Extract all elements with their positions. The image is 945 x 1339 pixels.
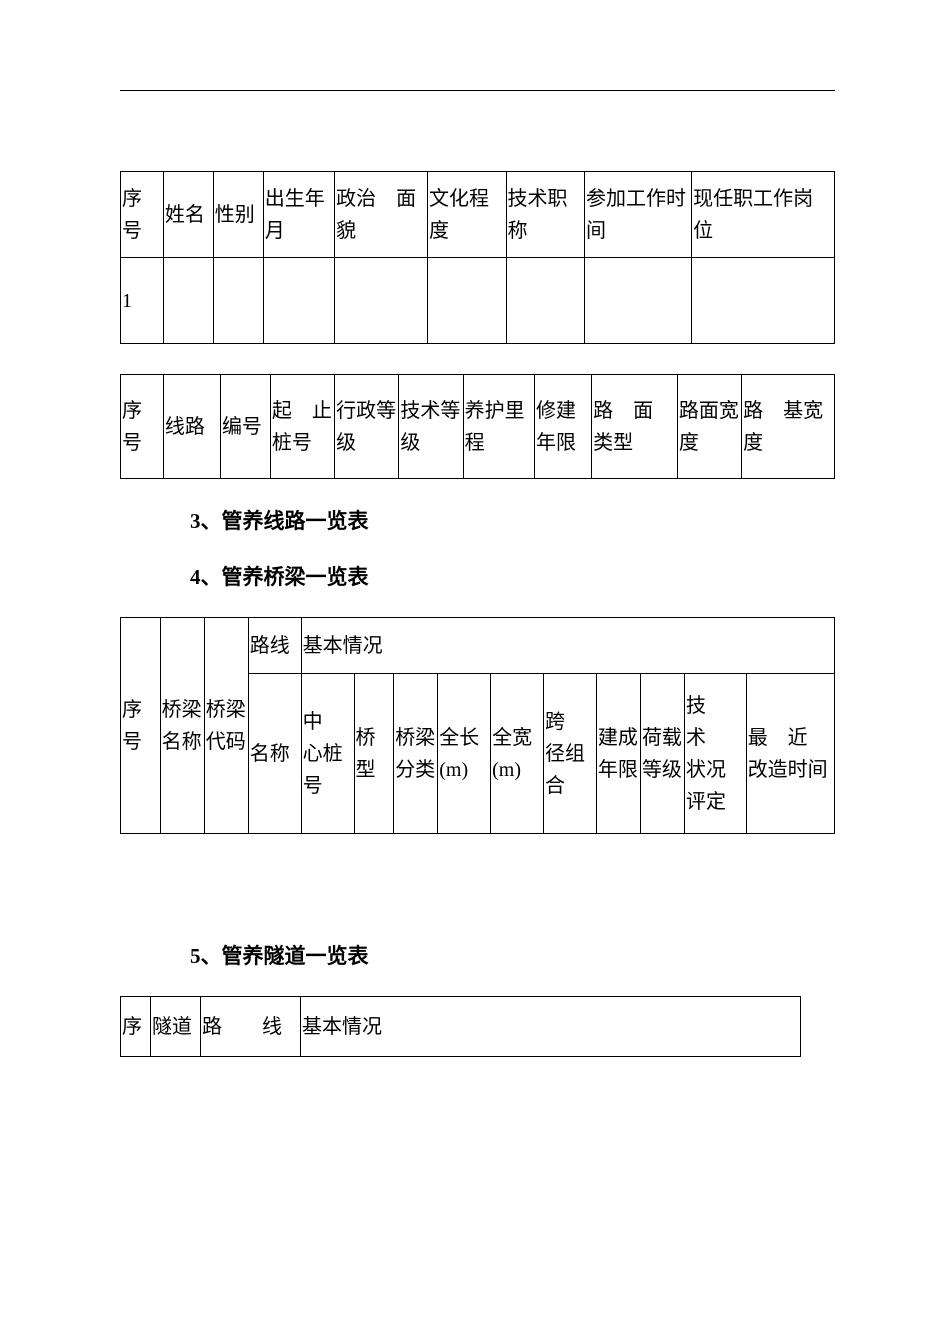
- col-birth: 出生年月: [263, 172, 334, 258]
- col-tunnel: 隧道: [151, 997, 201, 1057]
- col-bridge-type: 桥型: [354, 674, 394, 834]
- col-maint-mileage: 养护里程: [463, 375, 534, 479]
- col-route: 线路: [163, 375, 220, 479]
- col-basic-group: 基本情况: [301, 618, 834, 674]
- table-tunnels: 序 隧道 路 线 基本情况: [120, 996, 801, 1057]
- col-built-year: 建成年限: [596, 674, 640, 834]
- cell: [213, 258, 263, 344]
- col-center-stake: 中 心桩号: [301, 674, 354, 834]
- col-seq: 序号: [121, 618, 161, 834]
- top-rule: [120, 90, 835, 91]
- col-gender: 性别: [213, 172, 263, 258]
- cell: [427, 258, 506, 344]
- col-route: 路 线: [201, 997, 301, 1057]
- col-build-year: 修建年限: [535, 375, 592, 479]
- cell: [335, 258, 428, 344]
- col-bridge-code: 桥梁代码: [204, 618, 248, 834]
- col-admin-level: 行政等级: [335, 375, 399, 479]
- cell-seq: 1: [121, 258, 164, 344]
- col-name: 姓名: [163, 172, 213, 258]
- cell: [263, 258, 334, 344]
- col-current-post: 现任职工作岗位: [692, 172, 835, 258]
- col-surface-width: 路面宽度: [677, 375, 741, 479]
- table-row: 序号 姓名 性别 出生年月 政治 面貌 文化程度 技术职称 参加工作时间 现任职…: [121, 172, 835, 258]
- col-seq: 序号: [121, 172, 164, 258]
- table-row: 序 隧道 路 线 基本情况: [121, 997, 801, 1057]
- col-route-group: 路线: [248, 618, 301, 674]
- col-code: 编号: [220, 375, 270, 479]
- col-tech-title: 技术职称: [506, 172, 585, 258]
- col-basic: 基本情况: [301, 997, 801, 1057]
- col-recent-rebuild: 最 近 改造时间: [746, 674, 834, 834]
- table-bridges: 序号 桥梁名称 桥梁代码 路线 基本情况 名称 中 心桩号 桥型 桥梁分类 全长…: [120, 617, 835, 834]
- col-bridge-name: 桥梁名称: [160, 618, 204, 834]
- section-5-title: 5、管养隧道一览表: [190, 940, 835, 970]
- col-work-start: 参加工作时间: [585, 172, 692, 258]
- section-4-title: 4、管养桥梁一览表: [190, 561, 835, 591]
- col-seq: 序: [121, 997, 151, 1057]
- col-stake: 起 止桩号: [270, 375, 334, 479]
- col-surface-type: 路 面 类型: [592, 375, 678, 479]
- table-row: 序号 线路 编号 起 止桩号 行政等级 技术等级 养护里程 修建年限 路 面 类…: [121, 375, 835, 479]
- col-tech-level: 技术等级: [399, 375, 463, 479]
- col-route-name: 名称: [248, 674, 301, 834]
- table-routes: 序号 线路 编号 起 止桩号 行政等级 技术等级 养护里程 修建年限 路 面 类…: [120, 374, 835, 479]
- col-load-level: 荷载等级: [640, 674, 684, 834]
- col-education: 文化程度: [427, 172, 506, 258]
- col-bridge-class: 桥梁分类: [394, 674, 438, 834]
- cell: [506, 258, 585, 344]
- col-base-width: 路 基宽度: [742, 375, 835, 479]
- col-full-width: 全宽(m): [491, 674, 544, 834]
- table-personnel: 序号 姓名 性别 出生年月 政治 面貌 文化程度 技术职称 参加工作时间 现任职…: [120, 171, 835, 344]
- col-seq: 序号: [121, 375, 164, 479]
- col-full-length: 全长(m): [438, 674, 491, 834]
- col-political: 政治 面貌: [335, 172, 428, 258]
- col-tech-status: 技 术 状况评定: [685, 674, 747, 834]
- table-row: 序号 桥梁名称 桥梁代码 路线 基本情况: [121, 618, 835, 674]
- section-3-title: 3、管养线路一览表: [190, 505, 835, 535]
- col-span-combo: 跨 径组合: [544, 674, 597, 834]
- cell: [163, 258, 213, 344]
- cell: [692, 258, 835, 344]
- table-row: 1: [121, 258, 835, 344]
- cell: [585, 258, 692, 344]
